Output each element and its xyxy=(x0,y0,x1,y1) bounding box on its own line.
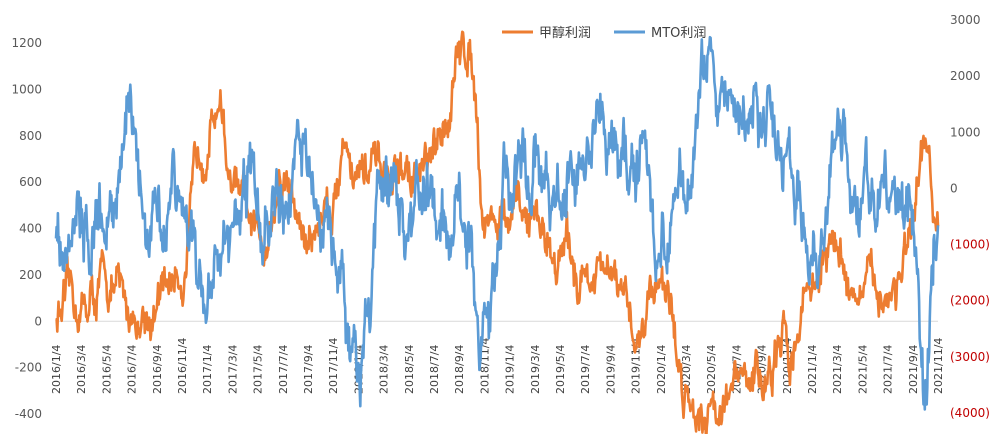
legend-label-methanol: 甲醇利润 xyxy=(539,25,591,41)
x-axis-tick-label: 2018/7/4 xyxy=(428,345,441,394)
x-axis-tick-label: 2019/5/4 xyxy=(554,345,567,394)
right-axis-tick-label: (2000) xyxy=(950,294,990,308)
x-axis-tick-label: 2019/7/4 xyxy=(579,345,592,394)
left-axis-tick-label: -200 xyxy=(15,361,42,375)
x-axis-tick-label: 2016/11/4 xyxy=(176,338,189,394)
legend-label-mto: MTO利润 xyxy=(651,26,706,41)
x-axis-tick-label: 2021/11/4 xyxy=(932,338,945,394)
x-axis-tick-label: 2021/5/4 xyxy=(856,345,869,394)
legend: 甲醇利润 MTO利润 xyxy=(502,25,706,41)
right-y-axis: 3000 2000 1000 0 (1000) (2000) (3000) (4000) xyxy=(950,13,990,420)
x-axis-tick-label: 2016/5/4 xyxy=(100,345,113,394)
x-axis-tick-label: 2019/1/4 xyxy=(504,345,517,394)
x-axis-tick-label: 2018/3/4 xyxy=(378,345,391,394)
right-axis-tick-label: 1000 xyxy=(950,125,981,139)
right-axis-tick-label: (3000) xyxy=(950,350,990,364)
left-axis-tick-label: 600 xyxy=(19,175,42,189)
left-y-axis: 1200 1000 800 600 400 200 0 -200 -400 xyxy=(11,36,42,421)
x-axis-tick-label: 2021/9/4 xyxy=(907,345,920,394)
series-line-mto-profit xyxy=(54,35,940,411)
x-axis-tick-label: 2017/5/4 xyxy=(252,345,265,394)
left-axis-tick-label: 200 xyxy=(19,268,42,282)
x-axis-tick-label: 2021/7/4 xyxy=(882,345,895,394)
right-axis-tick-label: (1000) xyxy=(950,238,990,252)
x-axis-tick-label: 2020/1/4 xyxy=(655,345,668,394)
right-axis-tick-label: 0 xyxy=(950,181,958,195)
x-axis-tick-label: 2017/7/4 xyxy=(277,345,290,394)
x-axis-tick-label: 2020/3/4 xyxy=(680,345,693,394)
left-axis-tick-label: 1000 xyxy=(11,82,42,96)
left-axis-tick-label: 800 xyxy=(19,129,42,143)
x-axis-tick-label: 2020/5/4 xyxy=(705,345,718,394)
plot-area xyxy=(54,30,940,434)
x-axis-tick-label: 2016/3/4 xyxy=(75,345,88,394)
x-axis-tick-label: 2018/5/4 xyxy=(403,345,416,394)
series-line-methanol-profit xyxy=(55,30,940,434)
left-axis-tick-label: 0 xyxy=(34,314,42,328)
x-axis-tick-label: 2016/7/4 xyxy=(126,345,139,394)
x-axis: 2016/1/4 2016/3/4 2016/5/4 2016/7/4 2016/9/4… xyxy=(50,320,945,394)
x-axis-tick-label: 2021/1/4 xyxy=(806,345,819,394)
left-axis-tick-label: -400 xyxy=(15,407,42,421)
x-axis-tick-label: 2017/9/4 xyxy=(302,345,315,394)
x-axis-tick-label: 2016/9/4 xyxy=(151,345,164,394)
right-axis-tick-label: 3000 xyxy=(950,13,981,27)
x-axis-tick-label: 2017/3/4 xyxy=(226,345,239,394)
x-axis-tick-label: 2017/11/4 xyxy=(327,338,340,394)
right-axis-tick-label: 2000 xyxy=(950,69,981,83)
x-axis-tick-label: 2016/1/4 xyxy=(50,345,63,394)
x-axis-tick-label: 2019/3/4 xyxy=(529,345,542,394)
x-axis-tick-label: 2019/9/4 xyxy=(604,345,617,394)
left-axis-tick-label: 1200 xyxy=(11,36,42,50)
right-axis-tick-label: (4000) xyxy=(950,406,990,420)
x-axis-tick-label: 2018/9/4 xyxy=(453,345,466,394)
x-axis-tick-label: 2021/3/4 xyxy=(831,345,844,394)
left-axis-tick-label: 400 xyxy=(19,222,42,236)
x-axis-tick-label: 2017/1/4 xyxy=(201,345,214,394)
x-axis-tick-label: 2019/11/4 xyxy=(630,338,643,394)
